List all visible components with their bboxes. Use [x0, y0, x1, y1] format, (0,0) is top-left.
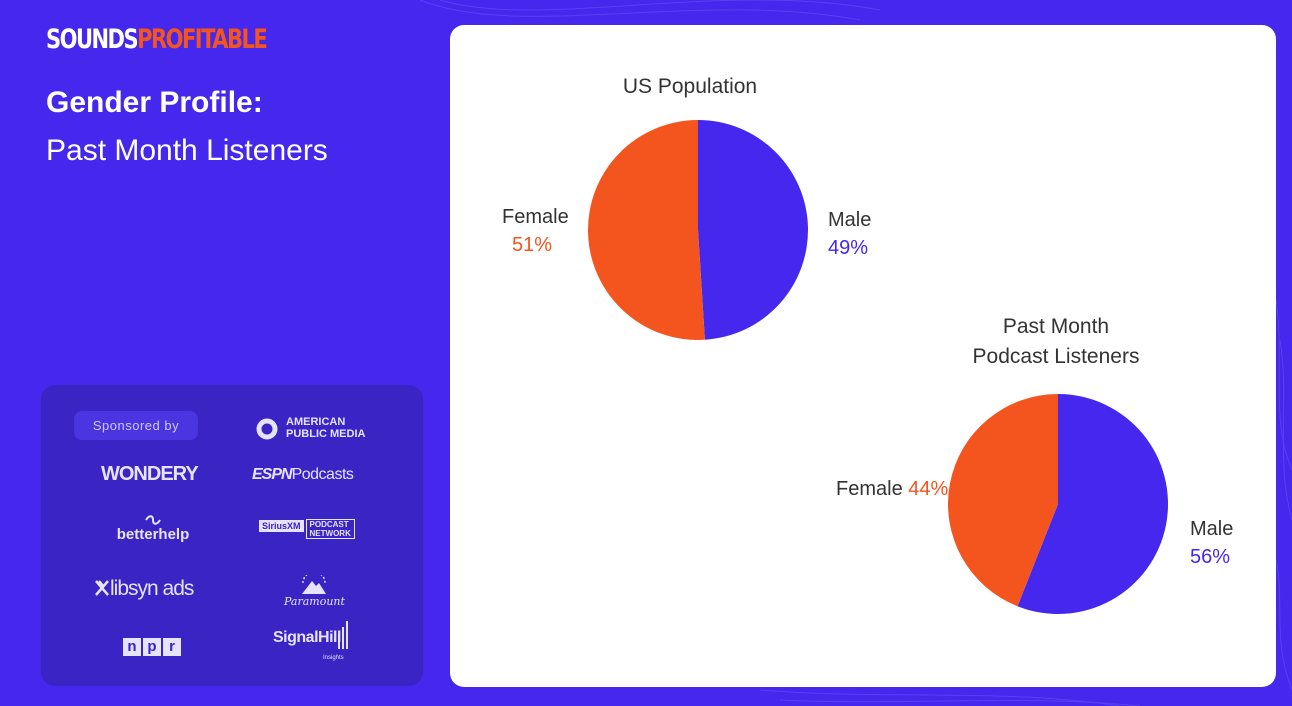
npr-letter-n: n — [123, 638, 141, 656]
betterhelp-leaf-icon — [145, 515, 161, 525]
apm-line1: AMERICAN — [286, 416, 346, 428]
siriusxm-podcast-network-logo: SiriusXM PODCAST NETWORK — [259, 519, 355, 539]
label-female-podcast-pct: 44% — [908, 478, 949, 500]
apm-line2: PUBLIC MEDIA — [286, 428, 366, 440]
label-male-podcast: Male 56% — [1190, 515, 1233, 571]
podcast-listeners-slice-female — [948, 394, 1058, 607]
betterhelp-logo: betterhelp — [113, 515, 193, 543]
chart-panel: US Population Female 51% Male 49% Past M… — [450, 25, 1276, 687]
chart-title-us-population: US Population — [622, 75, 758, 98]
signalhill-text: SignalHill — [273, 629, 341, 646]
chart-title-podcast-line1: Past Month — [1002, 315, 1110, 338]
label-female-us-pct: 51% — [512, 234, 553, 256]
pie-chart-us-population — [587, 120, 808, 341]
npr-logo: npr n p r — [123, 638, 181, 656]
label-female-us: Female 51% — [502, 203, 569, 259]
label-female-us-name: Female — [502, 206, 569, 228]
us-population-slice-female — [587, 120, 705, 341]
betterhelp-text: betterhelp — [116, 526, 190, 543]
espn-logo-part2: Podcasts — [291, 466, 354, 483]
label-male-podcast-name: Male — [1190, 518, 1234, 540]
espn-logo-part1: ESPN — [252, 466, 293, 483]
label-male-us: Male 49% — [828, 206, 871, 262]
libsyn-ads-logo: libsyn ads — [94, 577, 194, 601]
apm-ring-icon — [256, 418, 278, 440]
paramount-mountain-icon — [302, 575, 326, 594]
libsyn-text: libsyn ads — [110, 577, 194, 600]
libsyn-x-icon — [95, 580, 109, 596]
label-male-podcast-pct: 56% — [1190, 546, 1231, 568]
page-title: Gender Profile: — [46, 86, 263, 119]
siriusxm-text: SiriusXM — [259, 520, 304, 532]
chart-title-podcast-line2: Podcast Listeners — [972, 345, 1140, 368]
siriusxm-podcast-text: PODCAST — [309, 520, 349, 529]
brand-logo-part1: SOUNDS — [46, 24, 139, 55]
signalhill-bars-icon — [338, 621, 348, 649]
label-female-podcast: Female 44% — [836, 475, 948, 503]
pie-chart-podcast-listeners — [948, 394, 1168, 614]
sponsor-panel: Sponsored by AMERICAN PUBLIC MEDIA WONDE… — [41, 385, 423, 686]
paramount-logo: Paramount — [284, 575, 345, 608]
label-male-us-pct: 49% — [828, 237, 869, 259]
label-male-us-name: Male — [828, 209, 872, 231]
chart-title-podcast-listeners: Past Month Podcast Listeners — [936, 312, 1176, 372]
npr-letter-p: p — [143, 638, 161, 656]
npr-letter-r: r — [163, 638, 181, 656]
us-population-slice-male — [698, 120, 808, 340]
sponsored-by-label: Sponsored by — [74, 411, 198, 440]
paramount-text: Paramount — [284, 595, 345, 608]
label-female-podcast-name: Female — [836, 478, 903, 500]
podcast-listeners-slice-male — [1017, 394, 1168, 614]
signalhill-insights-logo: SignalHill Insights — [273, 621, 348, 661]
brand-logo-part2: PROFITABLE — [137, 24, 268, 55]
page-subtitle: Past Month Listeners — [46, 134, 328, 167]
wondery-logo: WONDERY — [101, 463, 199, 485]
signalhill-sub-text: Insights — [323, 655, 344, 661]
brand-logo: SOUNDSPROFITABLE — [46, 24, 268, 55]
siriusxm-network-text: NETWORK — [309, 529, 351, 538]
espn-podcasts-logo: ESPNPodcasts — [252, 466, 354, 484]
